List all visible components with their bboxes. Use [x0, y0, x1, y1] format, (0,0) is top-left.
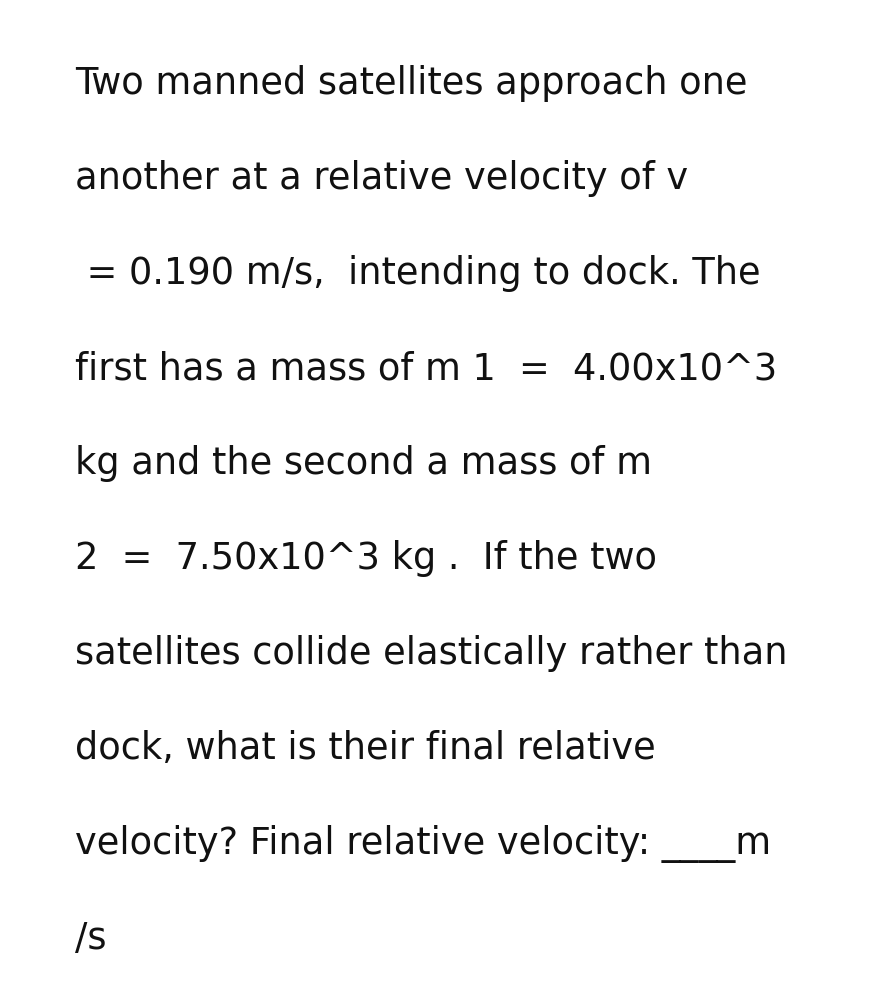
Text: = 0.190 m/s,  intending to dock. The: = 0.190 m/s, intending to dock. The — [75, 255, 760, 292]
Text: dock, what is their final relative: dock, what is their final relative — [75, 730, 655, 767]
Text: Two manned satellites approach one: Two manned satellites approach one — [75, 65, 747, 102]
Text: velocity? Final relative velocity: ____m: velocity? Final relative velocity: ____m — [75, 825, 771, 863]
Text: another at a relative velocity of v: another at a relative velocity of v — [75, 160, 688, 197]
Text: 2  =  7.50x10^3 kg .  If the two: 2 = 7.50x10^3 kg . If the two — [75, 540, 657, 577]
Text: /s: /s — [75, 920, 107, 957]
Text: first has a mass of m 1  =  4.00x10^3: first has a mass of m 1 = 4.00x10^3 — [75, 350, 777, 387]
Text: kg and the second a mass of m: kg and the second a mass of m — [75, 445, 652, 482]
Text: satellites collide elastically rather than: satellites collide elastically rather th… — [75, 635, 788, 672]
